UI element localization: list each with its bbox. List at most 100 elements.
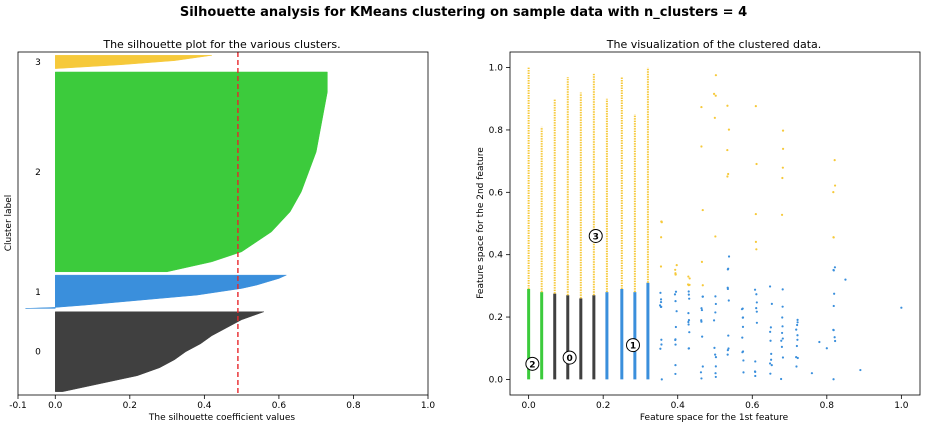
scatter-point xyxy=(844,278,847,281)
scatter-point xyxy=(659,265,663,268)
scatter-point xyxy=(700,308,704,312)
scatter-point xyxy=(727,128,731,131)
scatter-point xyxy=(714,302,717,306)
scatter-point xyxy=(833,266,837,269)
scatter-point xyxy=(741,316,744,319)
scatter-point xyxy=(701,208,704,212)
scatter-column xyxy=(795,318,799,368)
scatter-point xyxy=(701,335,704,338)
scatter-point xyxy=(796,318,799,321)
scatter-point xyxy=(781,305,784,308)
scatter-point xyxy=(781,147,785,150)
scatter-column xyxy=(740,307,745,374)
scatter-point xyxy=(687,290,690,293)
scatter-point xyxy=(770,364,773,367)
x-tick-label: 0.2 xyxy=(123,401,137,411)
scatter-point xyxy=(726,175,729,178)
scatter-plot-xticks: 0.0 0.2 0.4 0.6 0.8 1.0 xyxy=(521,395,909,411)
scatter-point xyxy=(688,331,691,334)
scatter-point xyxy=(674,364,677,367)
scatter-point xyxy=(754,212,757,216)
scatter-plot-title: The visualization of the clustered data. xyxy=(606,38,822,51)
scatter-point xyxy=(726,287,729,291)
scatter-point xyxy=(687,293,690,296)
scatter-point xyxy=(701,284,704,287)
scatter-point xyxy=(674,372,677,376)
x-tick-label: 0.4 xyxy=(671,401,686,411)
scatter-point xyxy=(753,288,757,291)
scatter-point xyxy=(832,191,835,194)
scatter-point xyxy=(675,264,678,267)
scatter-column xyxy=(726,104,731,356)
scatter-point xyxy=(832,328,835,331)
scatter-point xyxy=(769,326,772,329)
scatter-point xyxy=(714,375,717,379)
scatter-point xyxy=(755,162,758,166)
cluster-scatter-plot: The visualization of the clustered data.… xyxy=(476,38,921,423)
scatter-column xyxy=(753,105,758,378)
x-tick-label: 0.8 xyxy=(346,401,361,411)
scatter-point xyxy=(727,334,730,337)
scatter-point xyxy=(742,359,745,362)
scatter-point xyxy=(714,94,717,97)
scatter-point xyxy=(674,338,677,342)
scatter-point xyxy=(700,320,703,323)
scatter-point xyxy=(701,365,704,368)
scatter-column xyxy=(699,105,704,380)
scatter-point xyxy=(770,352,773,355)
scatter-point xyxy=(742,371,745,374)
scatter-point xyxy=(659,347,662,350)
scatter-point xyxy=(833,159,836,162)
scatter-point xyxy=(755,248,758,251)
scatter-point xyxy=(832,378,835,381)
scatter-point xyxy=(755,301,758,304)
silhouette-plot-cluster-labels: 0 1 2 3 xyxy=(35,58,41,358)
scatter-point xyxy=(780,377,783,381)
scatter-point xyxy=(674,343,677,346)
silhouette-plot: The silhouette plot for the various clus… xyxy=(4,38,435,423)
scatter-point xyxy=(700,145,703,148)
scatter-point xyxy=(900,306,903,309)
y-tick-label: 1.0 xyxy=(489,64,504,74)
scatter-point xyxy=(674,273,677,276)
scatter-point xyxy=(781,356,785,359)
scatter-point xyxy=(714,311,717,314)
x-tick-label: 1.0 xyxy=(894,401,909,411)
scatter-point xyxy=(674,325,677,329)
scatter-point xyxy=(768,362,772,365)
scatter-point xyxy=(713,116,716,119)
scatter-point xyxy=(727,172,730,176)
scatter-point xyxy=(726,148,729,152)
scatter-point xyxy=(825,347,828,350)
scatter-point xyxy=(741,336,744,339)
x-tick-label: 0.2 xyxy=(596,401,610,411)
scatter-point xyxy=(770,302,773,305)
scatter-point xyxy=(660,338,663,341)
scatter-plot-yticks: 0.0 0.2 0.4 0.6 0.8 1.0 xyxy=(489,64,510,385)
x-tick-label: 1.0 xyxy=(421,401,436,411)
scatter-point xyxy=(780,345,784,348)
scatter-point xyxy=(781,176,784,180)
scatter-point xyxy=(769,330,772,333)
y-tick-label: 0.2 xyxy=(489,313,503,323)
scatter-point xyxy=(687,323,690,326)
scatter-point xyxy=(859,368,862,372)
scatter-point xyxy=(674,268,677,271)
scatter-plot-frame xyxy=(509,51,921,396)
x-tick-label: 0.4 xyxy=(197,401,212,411)
scatter-column xyxy=(768,285,773,375)
scatter-point xyxy=(660,236,663,239)
scatter-point xyxy=(714,372,717,375)
scatter-point xyxy=(796,356,799,360)
x-tick-label: 0.6 xyxy=(745,401,760,411)
scatter-point xyxy=(714,365,717,368)
scatter-point xyxy=(781,288,784,291)
scatter-point xyxy=(833,184,837,187)
scatter-point xyxy=(796,338,799,341)
scatter-point xyxy=(832,236,835,239)
scatter-point xyxy=(834,339,837,343)
scatter-point xyxy=(755,310,758,313)
scatter-column xyxy=(673,264,678,376)
scatter-point xyxy=(687,275,690,278)
silhouette-plot-ylabel: Cluster label xyxy=(4,195,14,252)
